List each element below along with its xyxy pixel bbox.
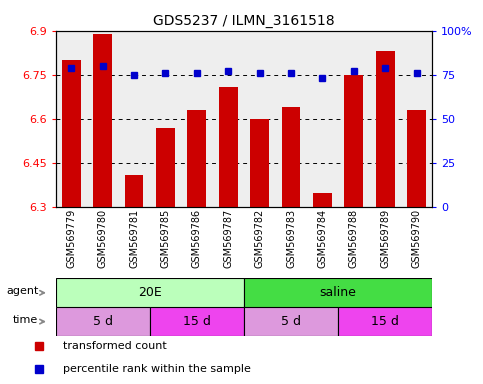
Bar bbox=[244, 307, 338, 336]
Text: percentile rank within the sample: percentile rank within the sample bbox=[63, 364, 251, 374]
Bar bbox=[62, 60, 81, 207]
Text: 20E: 20E bbox=[138, 286, 162, 299]
Bar bbox=[282, 107, 300, 207]
Bar bbox=[150, 307, 244, 336]
Bar bbox=[313, 193, 332, 207]
Title: GDS5237 / ILMN_3161518: GDS5237 / ILMN_3161518 bbox=[153, 14, 335, 28]
Text: agent: agent bbox=[6, 286, 38, 296]
Bar bbox=[187, 110, 206, 207]
Text: transformed count: transformed count bbox=[63, 341, 167, 351]
Bar bbox=[250, 119, 269, 207]
Bar bbox=[56, 307, 150, 336]
Text: 15 d: 15 d bbox=[183, 315, 211, 328]
Bar bbox=[338, 307, 432, 336]
Text: 5 d: 5 d bbox=[281, 315, 301, 328]
Text: time: time bbox=[13, 315, 38, 325]
Text: 5 d: 5 d bbox=[93, 315, 113, 328]
Bar bbox=[125, 175, 143, 207]
Bar bbox=[156, 128, 175, 207]
Bar bbox=[93, 34, 112, 207]
Bar bbox=[219, 87, 238, 207]
Bar bbox=[244, 278, 432, 307]
Bar bbox=[56, 278, 244, 307]
Text: saline: saline bbox=[320, 286, 356, 299]
Text: 15 d: 15 d bbox=[371, 315, 399, 328]
Bar bbox=[376, 51, 395, 207]
Bar bbox=[407, 110, 426, 207]
Bar bbox=[344, 75, 363, 207]
